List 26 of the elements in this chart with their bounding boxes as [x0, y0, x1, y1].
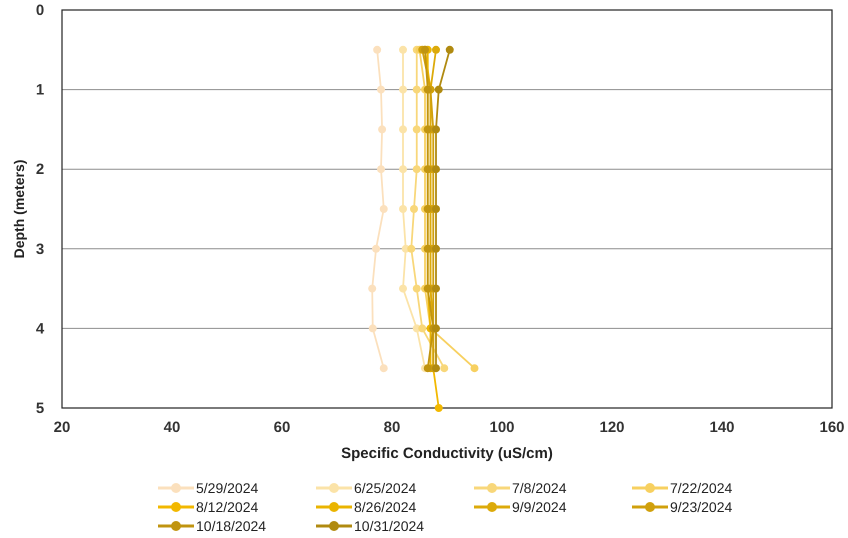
y-tick-label: 0 [36, 2, 44, 19]
y-tick-label: 3 [36, 240, 44, 258]
y-axis-title: Depth (meters) [11, 160, 27, 258]
x-tick-label: 100 [489, 419, 515, 436]
x-tick-label: 60 [274, 419, 290, 436]
legend-label: 7/22/2024 [670, 480, 732, 496]
y-tick-label: 1 [36, 82, 44, 99]
x-tick-label: 80 [384, 419, 400, 436]
legend-label: 9/23/2024 [670, 499, 732, 515]
legend-label: 8/26/2024 [354, 499, 416, 515]
x-tick-label: 120 [599, 419, 625, 436]
legend-label: 7/8/2024 [512, 480, 567, 496]
x-tick-label: 40 [164, 419, 180, 436]
legend-label: 5/29/2024 [196, 480, 258, 496]
legend-label: 9/9/2024 [512, 499, 567, 515]
x-tick-label: 140 [709, 419, 735, 436]
y-tick-label: 2 [36, 161, 44, 178]
x-tick-label: 160 [819, 419, 845, 436]
legend-label: 6/25/2024 [354, 480, 416, 496]
x-axis-title: Specific Conductivity (uS/cm) [341, 445, 553, 462]
legend-label: 10/18/2024 [196, 518, 266, 534]
legend-label: 10/31/2024 [354, 518, 424, 534]
y-tick-label: 5 [36, 400, 44, 417]
x-tick-label: 20 [54, 419, 70, 436]
y-tick-label: 4 [36, 320, 45, 338]
legend-label: 8/12/2024 [196, 499, 258, 515]
